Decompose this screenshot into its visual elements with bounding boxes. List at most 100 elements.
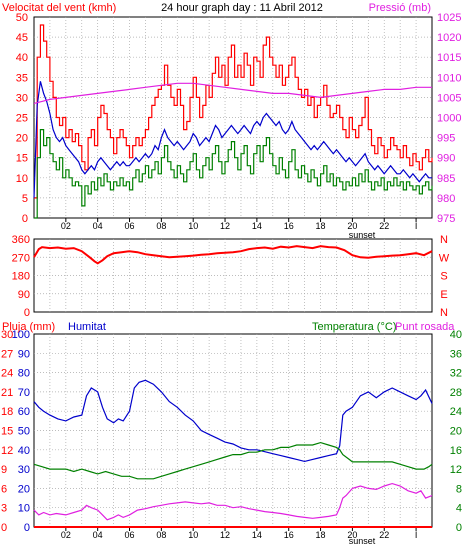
y-tick-label: 360	[12, 234, 30, 246]
y-tick-label: 16	[450, 445, 462, 457]
y-tick-label: 32	[450, 368, 462, 380]
x-tick-label: I	[415, 221, 418, 231]
y-tick-label: 30	[1, 329, 13, 341]
x-tick-label: 02	[61, 530, 71, 540]
y-tick-label: 90	[18, 289, 30, 301]
x-tick-label: 20	[347, 221, 357, 231]
y-tick-label: 995	[437, 133, 455, 145]
y-tick-label: 40	[18, 445, 30, 457]
dewpoint-series-line	[33, 482, 433, 521]
rain-label: Pluja (mm)	[2, 321, 55, 333]
wind-speed-label: Velocitat del vent (kmh)	[2, 2, 116, 14]
x-tick-label: I	[415, 530, 418, 540]
y-tick-label: 6	[1, 483, 7, 495]
y-tick-label: 1005	[437, 92, 461, 104]
y-tick-label: 1020	[437, 32, 461, 44]
x-tick-label: 20	[347, 530, 357, 540]
x-tick-label: 08	[156, 530, 166, 540]
y-tick-label: 36	[450, 348, 462, 360]
y-tick-label: 180	[12, 271, 30, 283]
y-tick-label: 30	[18, 464, 30, 476]
humidity-series-line	[33, 379, 433, 463]
min-series-line	[34, 129, 433, 219]
x-tick-label: 18	[316, 530, 326, 540]
y-tick-label: 0	[22, 213, 28, 225]
x-tick-label: 10	[188, 530, 198, 540]
axis-tick-labels: 0510152025303540455097598098599099510001…	[1, 12, 462, 540]
x-tick-label: 04	[93, 221, 103, 231]
y-tick-label: 30	[16, 92, 28, 104]
y-tick-label: 40	[16, 52, 28, 64]
x-tick-label: 22	[379, 530, 389, 540]
y-tick-label: 20	[18, 483, 30, 495]
y-tick-label: 980	[437, 193, 455, 205]
dewpoint-label: Punt rosada	[395, 321, 455, 333]
x-tick-label: 16	[284, 530, 294, 540]
compass-label: N	[440, 307, 448, 319]
y-tick-label: 1015	[437, 52, 461, 64]
y-tick-label: 45	[16, 32, 28, 44]
x-tick-label: 08	[156, 221, 166, 231]
y-tick-label: 990	[437, 153, 455, 165]
y-tick-label: 25	[16, 113, 28, 125]
x-tick-label: 18	[316, 221, 326, 231]
y-tick-label: 24	[450, 406, 462, 418]
y-tick-label: 80	[18, 368, 30, 380]
humidity-label: Humitat	[68, 321, 106, 333]
y-tick-label: 35	[16, 72, 28, 84]
y-tick-label: 270	[12, 252, 30, 264]
y-tick-label: 975	[437, 213, 455, 225]
avg-series-line	[33, 81, 432, 198]
x-tick-label: 10	[188, 221, 198, 231]
y-tick-label: 1010	[437, 72, 461, 84]
sunset-label-wind: sunset	[349, 230, 376, 240]
y-tick-label: 0	[1, 522, 7, 534]
x-tick-label: 12	[220, 221, 230, 231]
x-tick-label: 22	[379, 221, 389, 231]
sunset-label-climate: sunset	[349, 536, 376, 546]
compass-label: N	[440, 234, 448, 246]
y-tick-label: 60	[18, 406, 30, 418]
y-tick-label: 28	[450, 387, 462, 399]
gust-series-line	[34, 24, 433, 199]
x-tick-label: 02	[61, 221, 71, 231]
y-tick-label: 0	[456, 522, 462, 534]
x-tick-label: 06	[125, 221, 135, 231]
y-tick-label: 24	[1, 368, 13, 380]
y-tick-label: 1025	[437, 12, 461, 24]
y-tick-label: 40	[450, 329, 462, 341]
graph-title: 24 hour graph day : 11 Abril 2012	[161, 2, 323, 14]
direction-series-line	[33, 245, 433, 265]
x-tick-label: 04	[93, 530, 103, 540]
y-tick-label: 0	[24, 307, 30, 319]
y-tick-label: 12	[1, 445, 13, 457]
y-tick-label: 3	[1, 503, 7, 515]
pressure-label: Pressió (mb)	[369, 2, 431, 14]
y-tick-label: 5	[22, 193, 28, 205]
x-tick-label: 14	[252, 221, 262, 231]
y-tick-label: 21	[1, 387, 13, 399]
x-tick-label: 16	[284, 221, 294, 231]
y-tick-label: 20	[16, 133, 28, 145]
y-tick-label: 100	[12, 329, 30, 341]
y-tick-label: 15	[1, 426, 13, 438]
y-tick-label: 10	[18, 503, 30, 515]
y-tick-label: 10	[16, 173, 28, 185]
y-tick-label: 70	[18, 387, 30, 399]
y-tick-label: 4	[456, 503, 462, 515]
x-tick-label: 14	[252, 530, 262, 540]
x-tick-label: 12	[220, 530, 230, 540]
y-tick-label: 18	[1, 406, 13, 418]
y-tick-label: 9	[1, 464, 7, 476]
temperature-series-line	[33, 441, 433, 480]
series-lines	[33, 24, 433, 528]
y-tick-label: 20	[450, 426, 462, 438]
temperature-label: Temperatura (°C)	[312, 321, 396, 333]
y-tick-label: 90	[18, 348, 30, 360]
y-tick-label: 27	[1, 348, 13, 360]
compass-label: E	[440, 289, 447, 301]
y-tick-label: 15	[16, 153, 28, 165]
y-tick-label: 0	[24, 522, 30, 534]
